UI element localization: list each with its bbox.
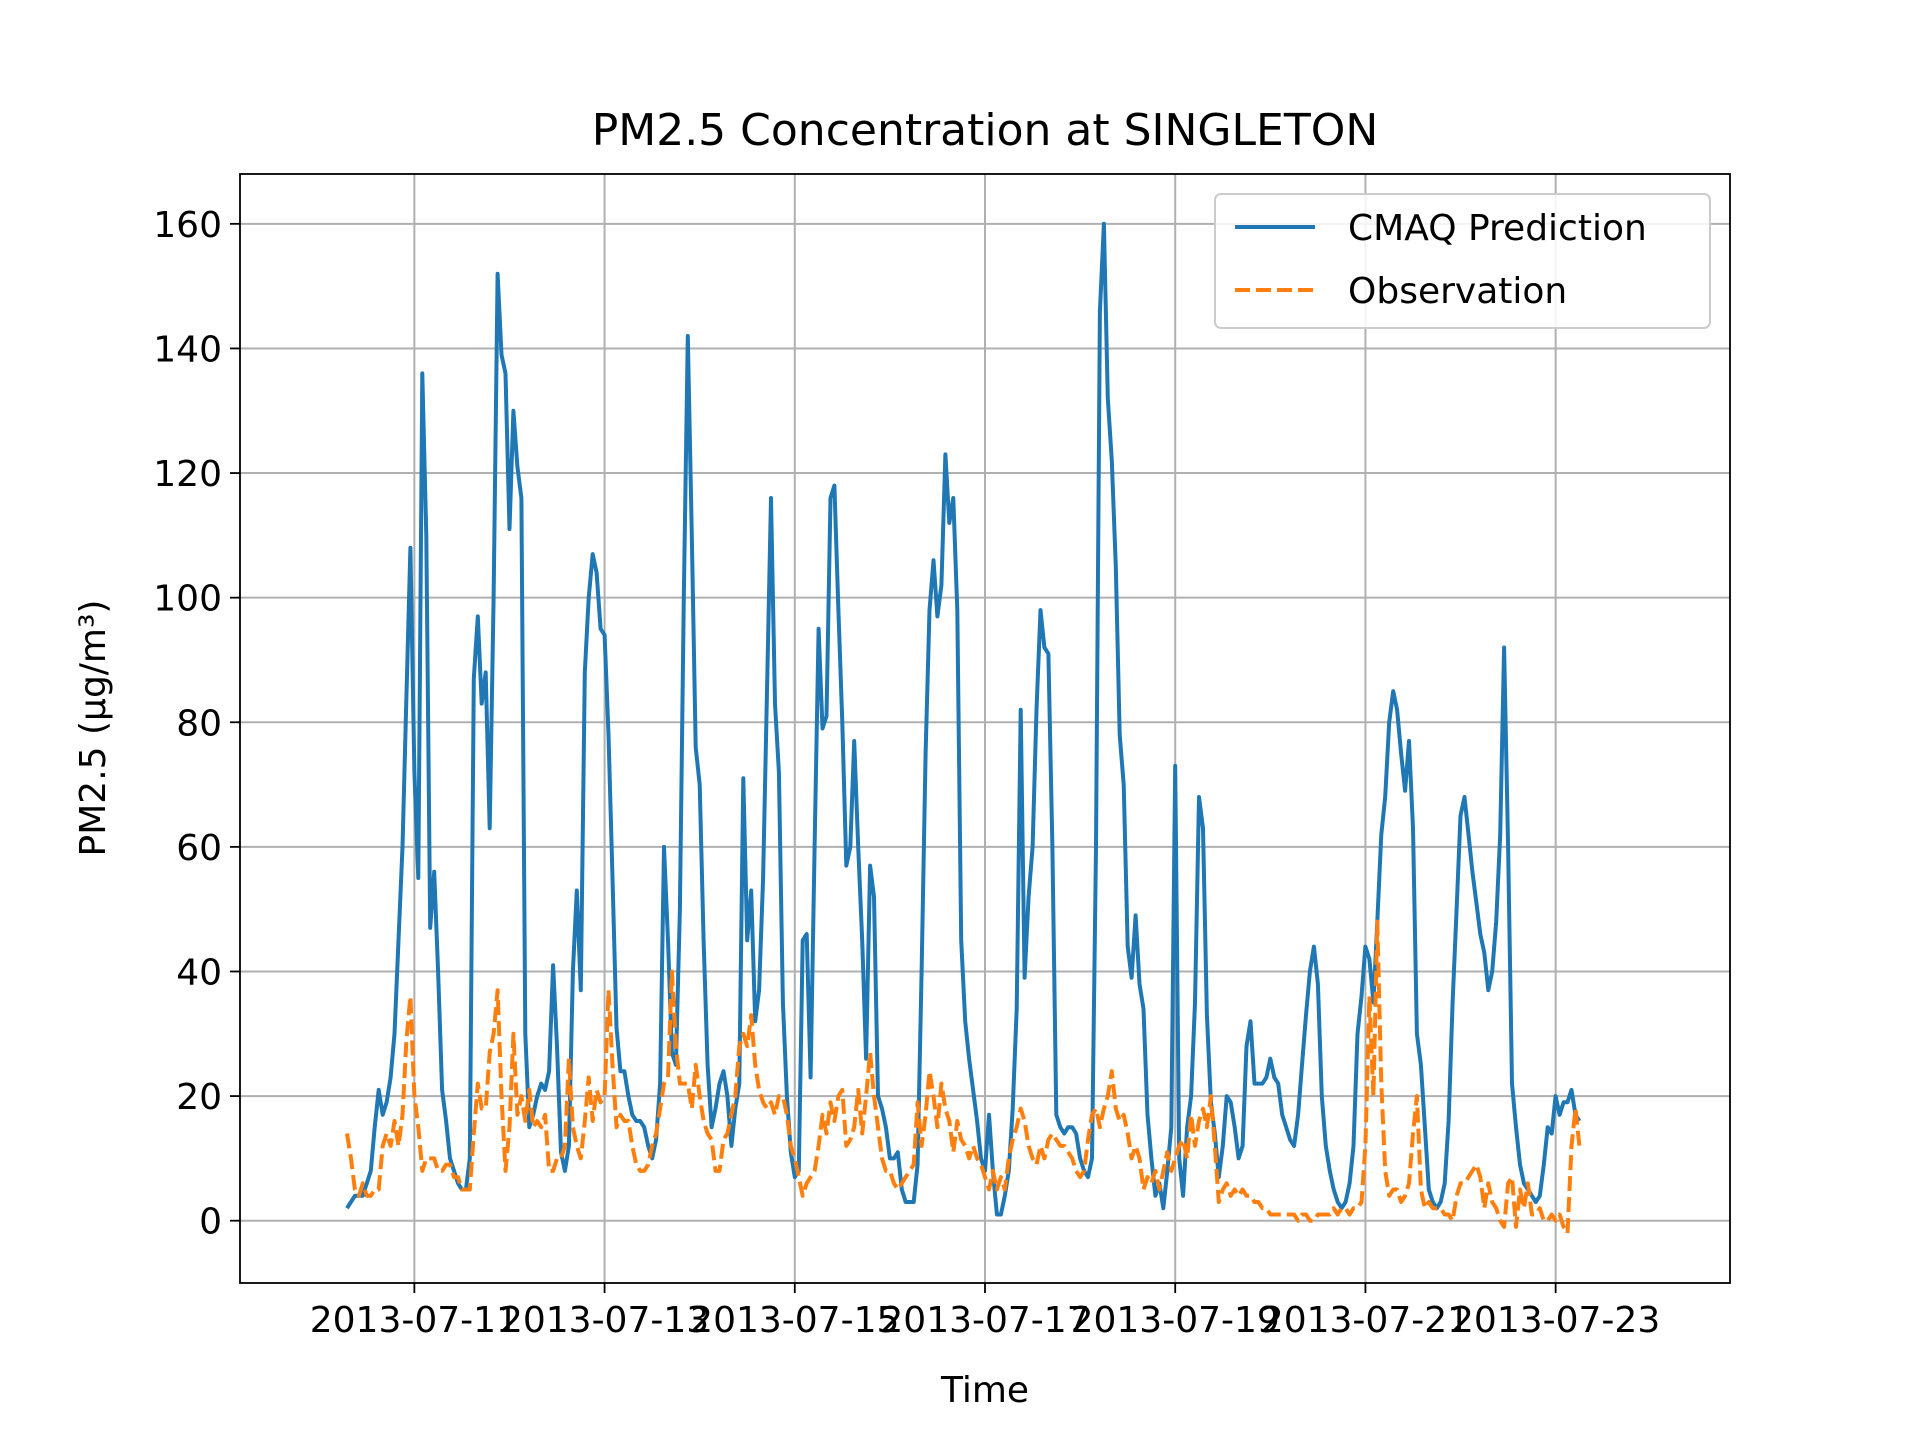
x-tick-label: 2013-07-23: [1451, 1300, 1660, 1341]
x-axis-label: Time: [940, 1370, 1029, 1411]
x-tick-label: 2013-07-19: [1071, 1300, 1280, 1341]
y-tick-label: 120: [153, 454, 222, 495]
y-tick-label: 100: [153, 579, 222, 620]
legend: CMAQ Prediction Observation: [1214, 193, 1711, 329]
y-axis-label: PM2.5 (µg/m³): [73, 600, 114, 857]
y-tick-label: 80: [176, 703, 222, 744]
x-tick-label: 2013-07-11: [310, 1300, 519, 1341]
x-tick-label: 2013-07-17: [880, 1300, 1089, 1341]
y-tick-label: 0: [199, 1202, 222, 1243]
legend-label-observation: Observation: [1348, 271, 1567, 312]
ticks: 2013-07-112013-07-132013-07-152013-07-17…: [153, 205, 1660, 1341]
y-tick-label: 40: [176, 952, 222, 993]
y-tick-label: 60: [176, 828, 222, 869]
chart-title: PM2.5 Concentration at SINGLETON: [592, 105, 1379, 156]
y-tick-label: 140: [153, 329, 222, 370]
series-group: [345, 221, 1582, 1236]
y-tick-label: 160: [153, 205, 222, 246]
y-tick-label: 20: [176, 1077, 222, 1118]
x-tick-label: 2013-07-13: [500, 1300, 709, 1341]
legend-box: [1214, 193, 1711, 329]
legend-label-cmaq: CMAQ Prediction: [1348, 208, 1647, 249]
x-tick-label: 2013-07-15: [690, 1300, 899, 1341]
observation-line: [345, 919, 1582, 1236]
x-tick-label: 2013-07-21: [1261, 1300, 1470, 1341]
